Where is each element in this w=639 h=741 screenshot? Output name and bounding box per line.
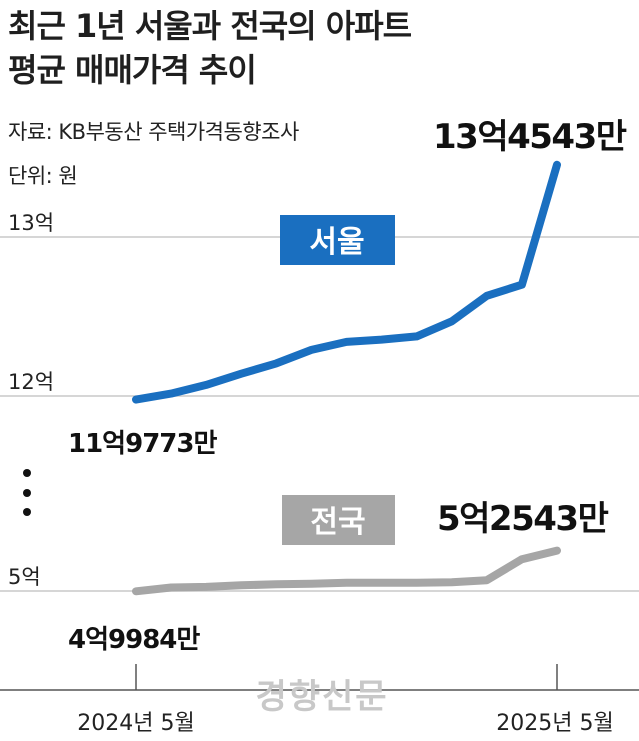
- axis-break-icon: [23, 469, 31, 516]
- y-tick-5eok: 5억: [8, 565, 41, 589]
- chart-title: 최근 1년 서울과 전국의 아파트 평균 매매가격 추이: [8, 4, 412, 92]
- chart-title-line1: 최근 1년 서울과 전국의 아파트: [8, 7, 412, 45]
- data-label-seoul-start: 11억9773만: [68, 429, 217, 459]
- x-tick-label-end: 2025년 5월: [496, 711, 613, 736]
- legend-badge-seoul: [280, 215, 395, 265]
- data-label-seoul-end: 13억4543만: [433, 117, 627, 157]
- legend-label-national: 전국: [310, 505, 365, 540]
- chart-title-line2: 평균 매매가격 추이: [8, 51, 257, 89]
- source-note: 자료: KB부동산 주택가격동향조사: [8, 120, 299, 144]
- watermark: 경향신문: [255, 677, 388, 717]
- x-tick-label-start: 2024년 5월: [77, 711, 194, 736]
- legend-badge-national: [282, 495, 395, 545]
- data-label-national-end: 5억2543만: [437, 499, 609, 539]
- unit-note: 단위: 원: [8, 164, 78, 188]
- series-line-national: [132, 546, 561, 596]
- data-label-national-start: 4억9984만: [68, 625, 200, 655]
- series-line-seoul: [132, 160, 561, 404]
- legend-label-seoul: 서울: [309, 225, 364, 260]
- y-tick-13eok: 13억: [8, 211, 54, 235]
- y-tick-12eok: 12억: [8, 370, 54, 394]
